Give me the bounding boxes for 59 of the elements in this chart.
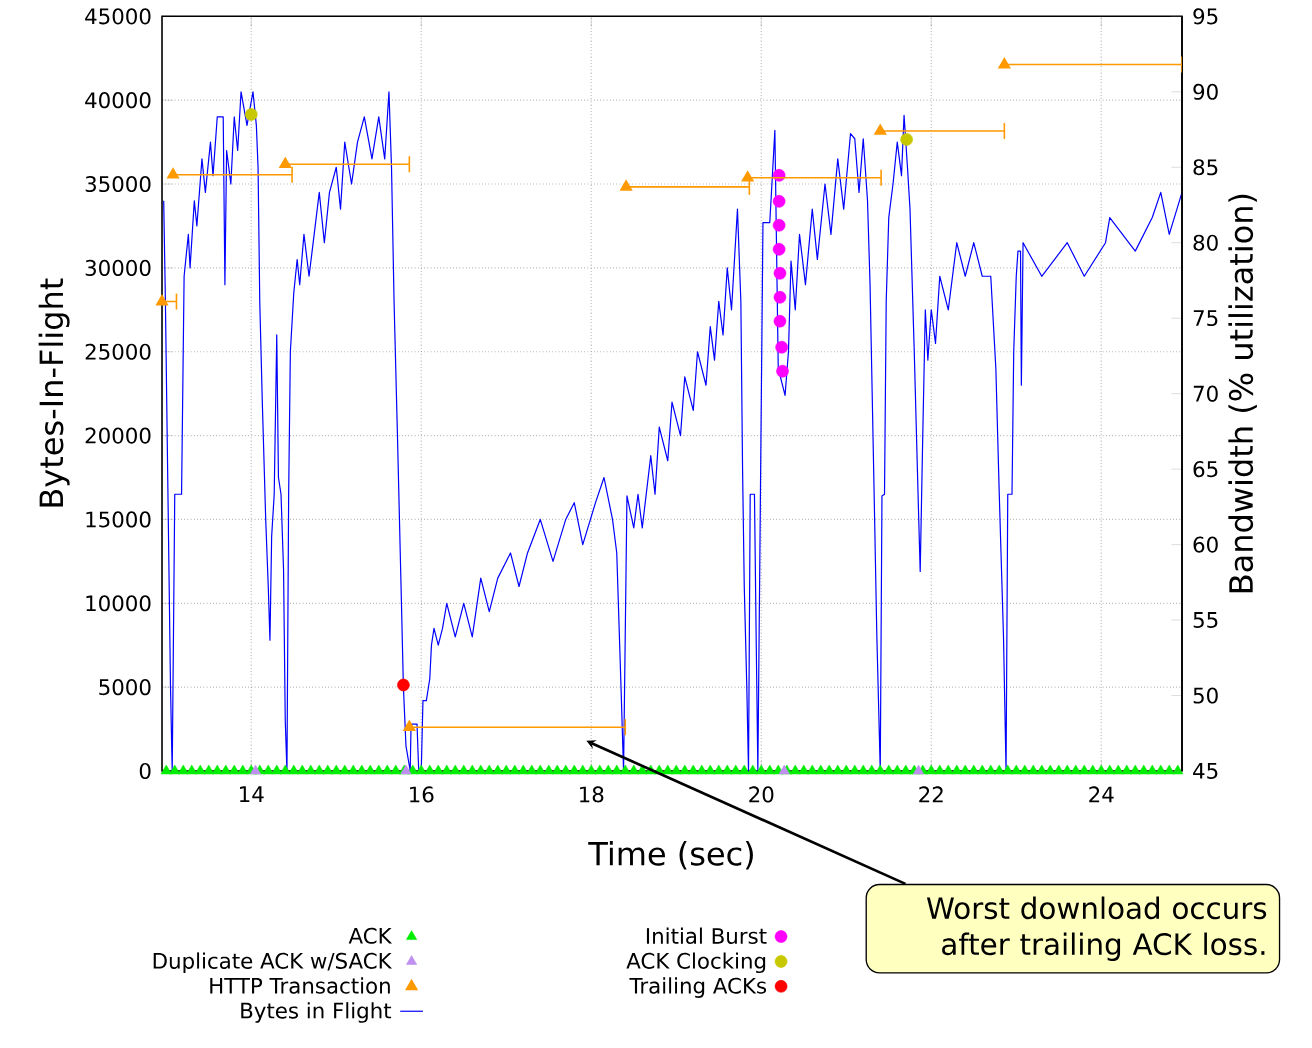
y-tick-label: 40000 [85, 92, 151, 109]
y-tick-label: 10000 [86, 595, 151, 612]
point [279, 157, 292, 169]
point [998, 57, 1011, 69]
y-tick-label: 45000 [85, 8, 151, 25]
point [156, 294, 169, 306]
point [741, 171, 754, 182]
y-axis-title: Bytes-In-Flight [38, 278, 70, 507]
point [772, 219, 786, 232]
y2-tick-label: 70 [1193, 385, 1218, 402]
x-tick-label: 22 [919, 786, 943, 803]
point [773, 314, 787, 328]
y2-tick-label: 50 [1193, 687, 1218, 704]
y2-tick-label: 80 [1193, 234, 1218, 251]
point [167, 168, 180, 179]
x-axis-title: Time (sec) [588, 841, 753, 870]
x-tick-label: 16 [410, 786, 434, 803]
y-tick-label: 15000 [86, 511, 151, 528]
x-tick-label: 14 [240, 786, 264, 802]
y2-tick-label: 95 [1193, 8, 1218, 25]
legend-label: HTTP Transaction [210, 977, 390, 994]
point [772, 195, 786, 208]
point [244, 108, 258, 121]
y2-axis-title: Bandwidth (% utilization) [1228, 194, 1257, 593]
y2-tick-label: 65 [1193, 461, 1218, 478]
point [773, 266, 787, 280]
legend-label: Duplicate ACK w/SACK [153, 952, 393, 974]
y-tick-label: 25000 [85, 343, 151, 360]
y2-tick-label: 45 [1193, 763, 1218, 779]
legend-label: Initial Burst [646, 927, 767, 945]
point [900, 133, 913, 146]
y2-tick-label: 90 [1193, 83, 1218, 100]
y2-tick-label: 55 [1193, 612, 1218, 628]
y-tick-label: 30000 [85, 259, 151, 276]
y-tick-label: 0 [139, 762, 151, 780]
x-tick-label: 20 [749, 786, 774, 803]
point [772, 242, 786, 256]
point [874, 124, 887, 135]
legend-label: ACK [348, 927, 393, 944]
point [620, 180, 633, 191]
point [773, 290, 787, 304]
point [250, 764, 261, 775]
x-tick-label: 24 [1089, 786, 1114, 803]
y-tick-label: 35000 [85, 175, 151, 193]
point [776, 364, 789, 378]
y2-tick-label: 75 [1193, 310, 1218, 327]
x-tick-label: 18 [580, 786, 604, 803]
legend-label: ACK Clocking [626, 952, 766, 974]
text: Worst download occurs after trailing ACK loss. [926, 896, 1267, 961]
legend-label: Trailing ACKs [629, 977, 767, 998]
point [913, 764, 924, 775]
point [775, 340, 788, 354]
y2-tick-label: 85 [1193, 159, 1218, 176]
y-tick-label: 5000 [99, 679, 151, 696]
y-tick-label: 20000 [85, 427, 151, 444]
y2-tick-label: 60 [1193, 536, 1218, 553]
legend-label: Bytes in Flight [241, 1002, 392, 1023]
point [403, 720, 416, 732]
point [397, 678, 410, 692]
